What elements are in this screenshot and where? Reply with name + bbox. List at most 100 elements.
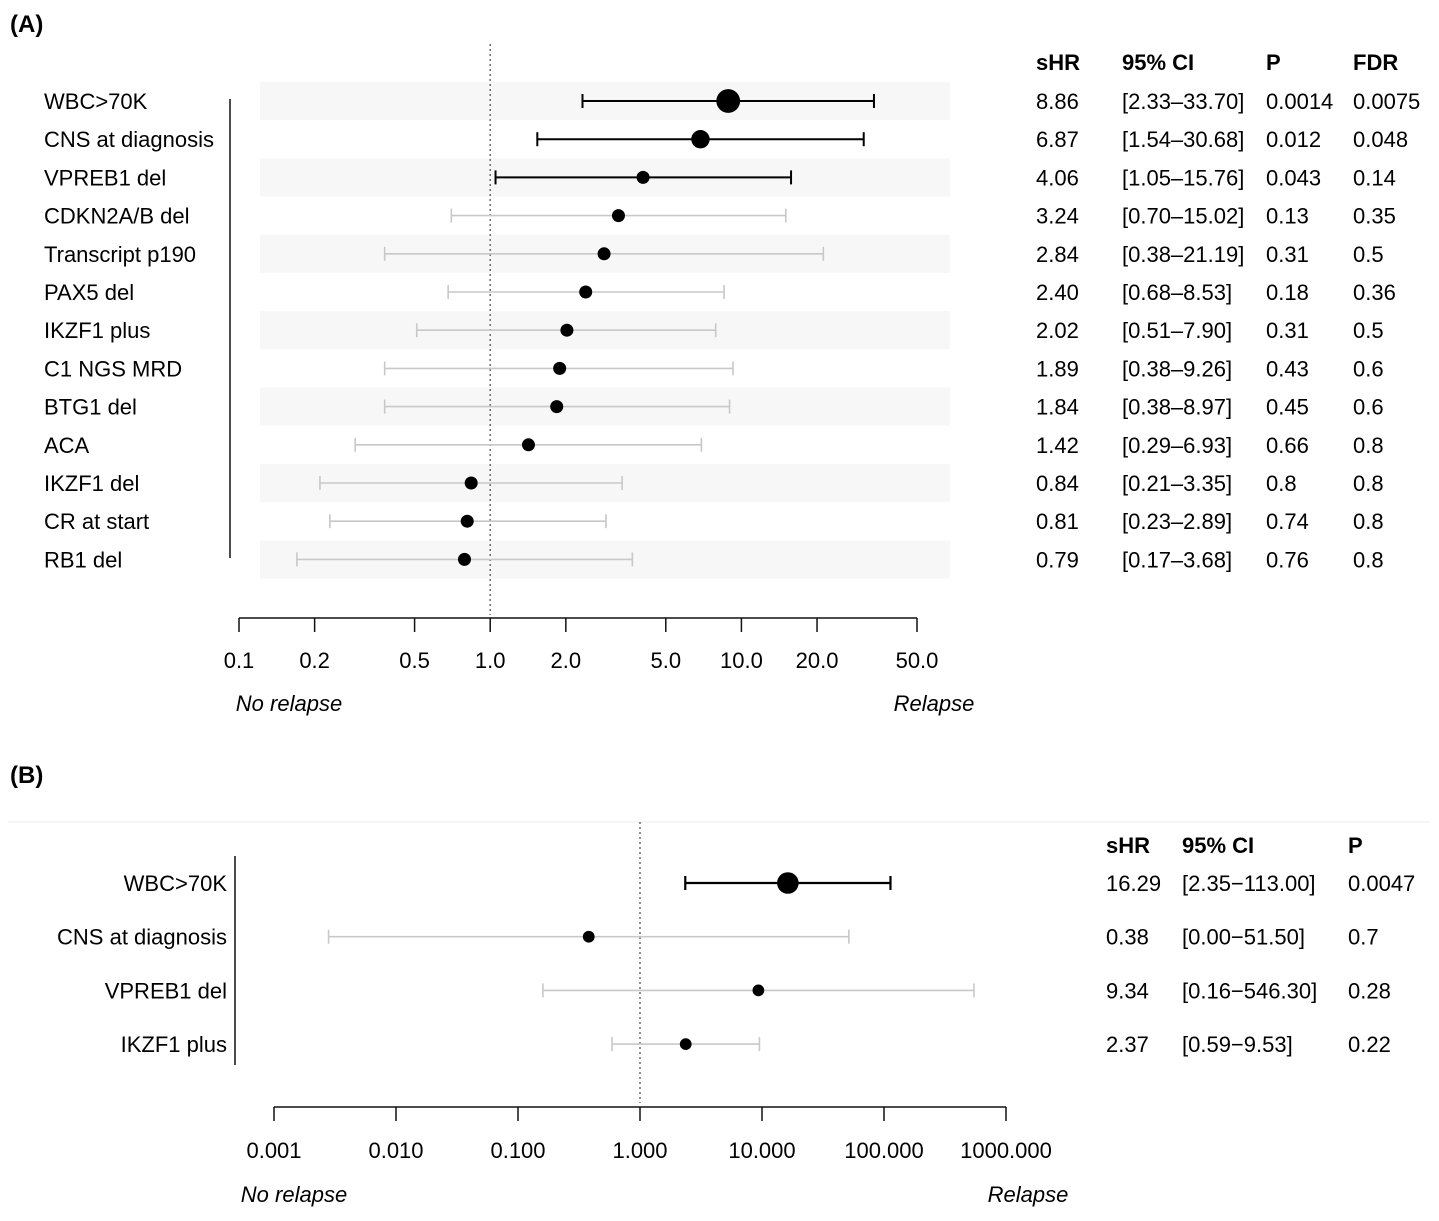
cell-fdr: 0.6 xyxy=(1353,356,1384,381)
cell-sHR: 6.87 xyxy=(1036,127,1079,152)
cell-fdr: 0.36 xyxy=(1353,280,1396,305)
point-estimate xyxy=(579,285,593,299)
panel-b: (B) sHR 95% CI P WBC>70K 16.29 [2.35−113.00] 0.… xyxy=(10,762,1415,1207)
cell-p: 0.76 xyxy=(1266,547,1309,572)
cell-sHR: 0.81 xyxy=(1036,509,1079,534)
cell-ci: [0.16−546.30] xyxy=(1182,978,1317,1003)
cell-ci: [0.38–9.26] xyxy=(1122,356,1232,381)
x-tick-label: 0.1 xyxy=(224,648,255,673)
cell-p: 0.22 xyxy=(1348,1032,1391,1057)
row-label: IKZF1 del xyxy=(44,471,139,496)
column-header-p: P xyxy=(1348,833,1363,858)
cell-ci: [0.23–2.89] xyxy=(1122,509,1232,534)
point-estimate xyxy=(560,323,574,337)
row-label: CR at start xyxy=(44,509,149,534)
x-tick-label: 10.0 xyxy=(720,648,763,673)
x-tick-label: 2.0 xyxy=(551,648,582,673)
row-label: CDKN2A/B del xyxy=(44,204,190,229)
cell-fdr: 0.5 xyxy=(1353,318,1384,343)
panel-a: (A) sHR 95% CI P FDR WBC>70K 8.86 [2.33–33.70] 0… xyxy=(10,11,1420,716)
direction-label-right: Relapse xyxy=(894,691,975,716)
row-label: ACA xyxy=(44,433,90,458)
row-label: RB1 del xyxy=(44,547,122,572)
cell-sHR: 16.29 xyxy=(1106,871,1161,896)
row-label: WBC>70K xyxy=(44,89,148,114)
x-tick-label: 5.0 xyxy=(650,648,681,673)
cell-p: 0.74 xyxy=(1266,509,1309,534)
cell-fdr: 0.048 xyxy=(1353,127,1408,152)
cell-p: 0.31 xyxy=(1266,318,1309,343)
row-label: Transcript p190 xyxy=(44,242,196,267)
point-estimate xyxy=(553,361,567,375)
cell-p: 0.43 xyxy=(1266,356,1309,381)
cell-ci: [2.33–33.70] xyxy=(1122,89,1244,114)
column-header-fdr: FDR xyxy=(1353,50,1398,75)
cell-fdr: 0.0075 xyxy=(1353,89,1420,114)
cell-sHR: 0.84 xyxy=(1036,471,1079,496)
x-tick-label: 0.100 xyxy=(490,1138,545,1163)
cell-p: 0.66 xyxy=(1266,433,1309,458)
cell-sHR: 9.34 xyxy=(1106,978,1149,1003)
cell-sHR: 1.89 xyxy=(1036,356,1079,381)
cell-ci: [0.51–7.90] xyxy=(1122,318,1232,343)
cell-p: 0.043 xyxy=(1266,165,1321,190)
cell-ci: [0.59−9.53] xyxy=(1182,1032,1293,1057)
point-estimate xyxy=(597,247,611,261)
row-label: WBC>70K xyxy=(124,871,228,896)
cell-p: 0.31 xyxy=(1266,242,1309,267)
cell-fdr: 0.8 xyxy=(1353,547,1384,572)
column-header-sHR: sHR xyxy=(1036,50,1080,75)
x-tick-label: 0.001 xyxy=(246,1138,301,1163)
direction-label-left: No relapse xyxy=(236,691,342,716)
x-tick-label: 10.000 xyxy=(728,1138,795,1163)
cell-ci: [0.38–8.97] xyxy=(1122,395,1232,420)
cell-ci: [0.29–6.93] xyxy=(1122,433,1232,458)
x-tick-label: 50.0 xyxy=(896,648,939,673)
point-estimate xyxy=(582,930,595,943)
cell-p: 0.18 xyxy=(1266,280,1309,305)
row-label: IKZF1 plus xyxy=(121,1032,227,1057)
x-tick-label: 100.000 xyxy=(844,1138,924,1163)
point-estimate xyxy=(521,438,535,452)
cell-ci: [0.68–8.53] xyxy=(1122,280,1232,305)
row-label: PAX5 del xyxy=(44,280,134,305)
cell-fdr: 0.6 xyxy=(1353,395,1384,420)
x-tick-label: 1.0 xyxy=(475,648,506,673)
cell-sHR: 2.40 xyxy=(1036,280,1079,305)
row-label: CNS at diagnosis xyxy=(44,127,214,152)
cell-p: 0.8 xyxy=(1266,471,1297,496)
point-estimate xyxy=(691,130,710,149)
x-tick-label: 1000.000 xyxy=(960,1138,1052,1163)
point-estimate xyxy=(716,89,741,113)
point-estimate xyxy=(679,1038,692,1050)
x-tick-label: 0.2 xyxy=(299,648,330,673)
row-label: VPREB1 del xyxy=(105,978,227,1003)
cell-fdr: 0.8 xyxy=(1353,471,1384,496)
cell-p: 0.28 xyxy=(1348,978,1391,1003)
cell-p: 0.0047 xyxy=(1348,871,1415,896)
column-header-ci: 95% CI xyxy=(1122,50,1194,75)
row-label: VPREB1 del xyxy=(44,165,166,190)
cell-p: 0.7 xyxy=(1348,925,1379,950)
cell-sHR: 4.06 xyxy=(1036,165,1079,190)
point-estimate xyxy=(611,209,625,223)
x-tick-label: 20.0 xyxy=(796,648,839,673)
cell-ci: [1.05–15.76] xyxy=(1122,165,1244,190)
point-estimate xyxy=(460,514,474,528)
cell-p: 0.012 xyxy=(1266,127,1321,152)
cell-ci: [0.38–21.19] xyxy=(1122,242,1244,267)
cell-ci: [0.00−51.50] xyxy=(1182,925,1305,950)
column-header-p: P xyxy=(1266,50,1281,75)
cell-p: 0.0014 xyxy=(1266,89,1333,114)
point-estimate xyxy=(464,476,478,490)
cell-ci: [1.54–30.68] xyxy=(1122,127,1244,152)
cell-fdr: 0.5 xyxy=(1353,242,1384,267)
row-label: C1 NGS MRD xyxy=(44,356,182,381)
cell-fdr: 0.35 xyxy=(1353,204,1396,229)
cell-sHR: 1.42 xyxy=(1036,433,1079,458)
panel-label: (A) xyxy=(10,11,43,38)
x-tick-label: 0.5 xyxy=(399,648,430,673)
cell-fdr: 0.8 xyxy=(1353,509,1384,534)
panel-label: (B) xyxy=(10,762,43,789)
